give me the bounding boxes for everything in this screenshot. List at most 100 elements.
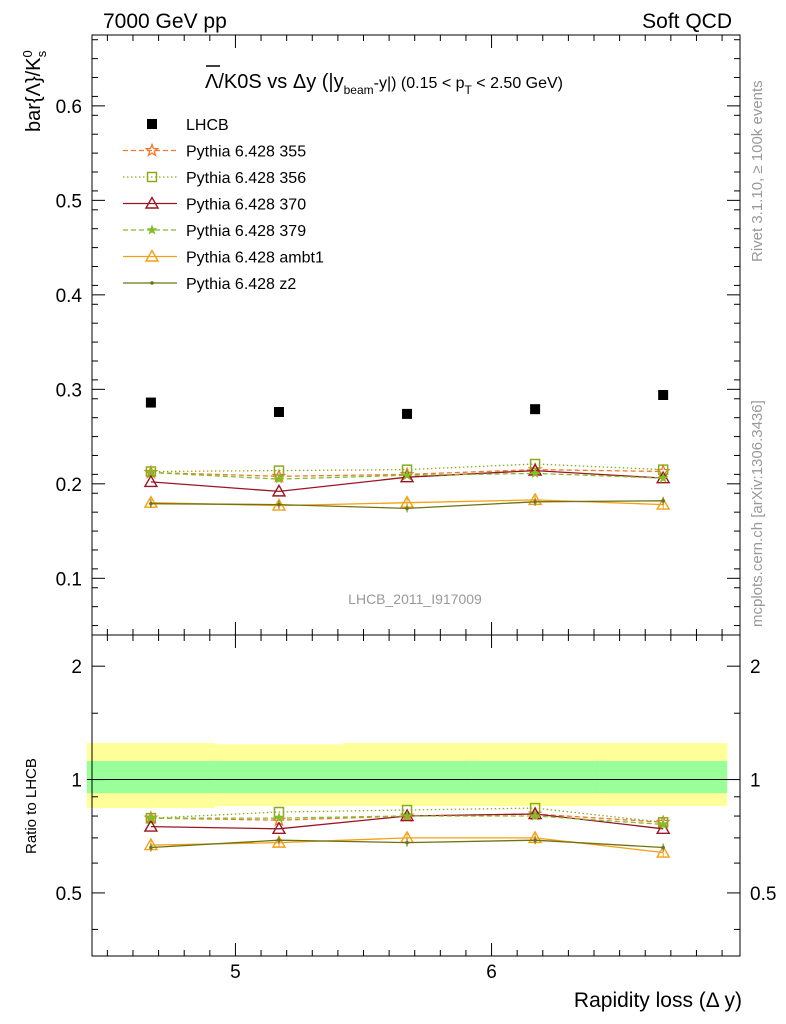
energy-label: 7000 GeV pp bbox=[103, 10, 227, 33]
legend-entry-z2: Pythia 6.428 z2 bbox=[123, 276, 296, 293]
ratio-point-p379 bbox=[657, 818, 669, 830]
data-point-p370 bbox=[399, 469, 415, 483]
data-point-p379 bbox=[273, 473, 285, 484]
legend-label-z2: Pythia 6.428 z2 bbox=[186, 276, 296, 293]
category-label: Soft QCD bbox=[642, 10, 732, 33]
main-y-tick-label: 0.4 bbox=[56, 286, 83, 307]
legend-marker-p379 bbox=[146, 224, 158, 235]
main-y-tick-label: 0.2 bbox=[56, 475, 82, 496]
ratio-point-z2 bbox=[149, 845, 153, 850]
ratio-point-p370 bbox=[271, 821, 287, 834]
main-y-axis-label: bar{Λ}/K0s bbox=[20, 50, 49, 132]
data-point-p379 bbox=[145, 466, 157, 478]
title-lambda-bar: Λ/K0S vs Δy (|y bbox=[205, 71, 344, 93]
series-p379 bbox=[145, 466, 669, 484]
main-panel: 0.1 0.2 0.3 0.4 0.5 0.6 Λ/K0S vs Δy (|ybeam-y… bbox=[20, 34, 741, 636]
title-end: < 2.50 GeV) bbox=[472, 75, 563, 92]
ratio-point-ambt1 bbox=[655, 845, 671, 858]
rivet-version-label: Rivet 3.1.10, ≥ 100k events bbox=[749, 80, 766, 262]
data-point-lhcb bbox=[530, 404, 541, 415]
ratio-inner-band bbox=[471, 761, 600, 794]
main-series-layer bbox=[143, 390, 671, 513]
ratio-grid-layer: 0.5 0.5 1 1 2 2 5 6 bbox=[56, 635, 776, 983]
y-label-text: bar{Λ}/K bbox=[23, 57, 45, 132]
data-point-z2 bbox=[661, 499, 665, 503]
ratio-point-z2 bbox=[533, 838, 537, 843]
ratio-y-tick-label: 0.5 bbox=[56, 884, 82, 905]
legend-entry-p379: Pythia 6.428 379 bbox=[123, 223, 306, 240]
ratio-panel: 0.5 0.5 1 1 2 2 5 6 Ratio to LHCB Rapidity loss… bbox=[23, 634, 776, 1012]
data-point-z2 bbox=[277, 502, 281, 507]
data-point-p370 bbox=[271, 483, 287, 497]
y-label-sub: s bbox=[34, 50, 49, 57]
main-y-tick-label: 0.3 bbox=[56, 380, 82, 401]
legend-label-p370: Pythia 6.428 370 bbox=[186, 197, 306, 214]
main-title: Λ/K0S vs Δy (|ybeam-y|) (0.15 < pT < 2.5… bbox=[205, 71, 563, 97]
ratio-y-tick-label-right: 1 bbox=[750, 771, 761, 792]
ratio-y-axis-label: Ratio to LHCB bbox=[23, 758, 40, 854]
ratio-point-ambt1 bbox=[271, 835, 287, 848]
ratio-inner-band bbox=[214, 761, 344, 794]
series-z2 bbox=[149, 496, 665, 513]
ratio-series-p379 bbox=[145, 810, 669, 830]
legend-entry-lhcb: LHCB bbox=[147, 117, 229, 134]
data-point-lhcb bbox=[402, 408, 413, 419]
ratio-point-z2 bbox=[277, 838, 281, 843]
data-point-z2 bbox=[533, 499, 537, 504]
ratio-point-p379 bbox=[401, 810, 413, 821]
series-lhcb bbox=[145, 390, 669, 419]
data-point-z2 bbox=[149, 501, 153, 506]
ratio-inner-band bbox=[86, 761, 215, 794]
legend-marker-p355 bbox=[144, 142, 160, 157]
title-sub-t: T bbox=[465, 83, 473, 97]
ratio-point-p379 bbox=[145, 812, 157, 823]
analysis-watermark: LHCB_2011_I917009 bbox=[348, 591, 482, 607]
y-label-sup: 0 bbox=[20, 50, 35, 57]
ratio-inner-band bbox=[599, 761, 728, 794]
ratio-y-tick-label: 1 bbox=[71, 771, 82, 792]
main-y-tick-label: 0.6 bbox=[56, 97, 82, 118]
data-point-lhcb bbox=[145, 397, 156, 408]
x-axis-label: Rapidity loss (Δ y) bbox=[574, 989, 742, 1012]
ratio-y-tick-label-right: 0.5 bbox=[750, 884, 776, 905]
legend-marker-p370 bbox=[144, 196, 160, 209]
data-point-lhcb bbox=[658, 390, 669, 400]
ratio-frame bbox=[91, 634, 741, 957]
data-point-p379 bbox=[401, 469, 413, 480]
ratio-band-layer bbox=[86, 743, 728, 809]
legend-label-lhcb: LHCB bbox=[186, 117, 229, 134]
legend-entry-p370: Pythia 6.428 370 bbox=[123, 196, 306, 214]
ratio-point-p379 bbox=[273, 812, 285, 823]
mcplots-reference-label: mcplots.cern.ch [arXiv:1306.3436] bbox=[749, 400, 766, 627]
legend-label-p356: Pythia 6.428 356 bbox=[186, 170, 306, 187]
x-tick-label: 6 bbox=[486, 962, 497, 983]
ratio-series-z2 bbox=[149, 836, 665, 852]
ratio-y-tick-label: 2 bbox=[71, 657, 82, 678]
title-sub-beam: beam bbox=[344, 83, 374, 97]
legend-entry-p355: Pythia 6.428 355 bbox=[123, 142, 306, 161]
data-point-p379 bbox=[529, 467, 541, 478]
ratio-y-tick-label-right: 2 bbox=[750, 657, 761, 678]
main-y-tick-label: 0.5 bbox=[56, 191, 82, 212]
legend-entry-p356: Pythia 6.428 356 bbox=[123, 170, 306, 187]
main-gridlayer: 0.1 0.2 0.3 0.4 0.5 0.6 bbox=[56, 35, 740, 635]
legend: LHCB Pythia 6.428 355 Pythia 6.428 356 Pyth… bbox=[123, 117, 324, 293]
ratio-point-z2 bbox=[661, 845, 665, 850]
legend-marker-ambt1 bbox=[144, 249, 160, 262]
ratio-series-layer bbox=[143, 802, 671, 858]
ratio-point-p379 bbox=[529, 810, 541, 821]
legend-entry-ambt1: Pythia 6.428 ambt1 bbox=[123, 249, 324, 267]
ratio-point-p370 bbox=[527, 806, 543, 820]
legend-label-p355: Pythia 6.428 355 bbox=[186, 144, 306, 161]
ratio-point-p370 bbox=[143, 819, 159, 832]
legend-marker-p356 bbox=[146, 171, 158, 183]
data-point-ambt1 bbox=[655, 497, 671, 510]
legend-label-ambt1: Pythia 6.428 ambt1 bbox=[186, 250, 324, 267]
data-point-p370 bbox=[143, 474, 159, 488]
data-point-z2 bbox=[405, 506, 409, 511]
series-line-p356 bbox=[150, 463, 664, 473]
ratio-point-z2 bbox=[405, 840, 409, 845]
legend-label-p379: Pythia 6.428 379 bbox=[186, 223, 306, 240]
x-tick-label: 5 bbox=[230, 962, 241, 983]
